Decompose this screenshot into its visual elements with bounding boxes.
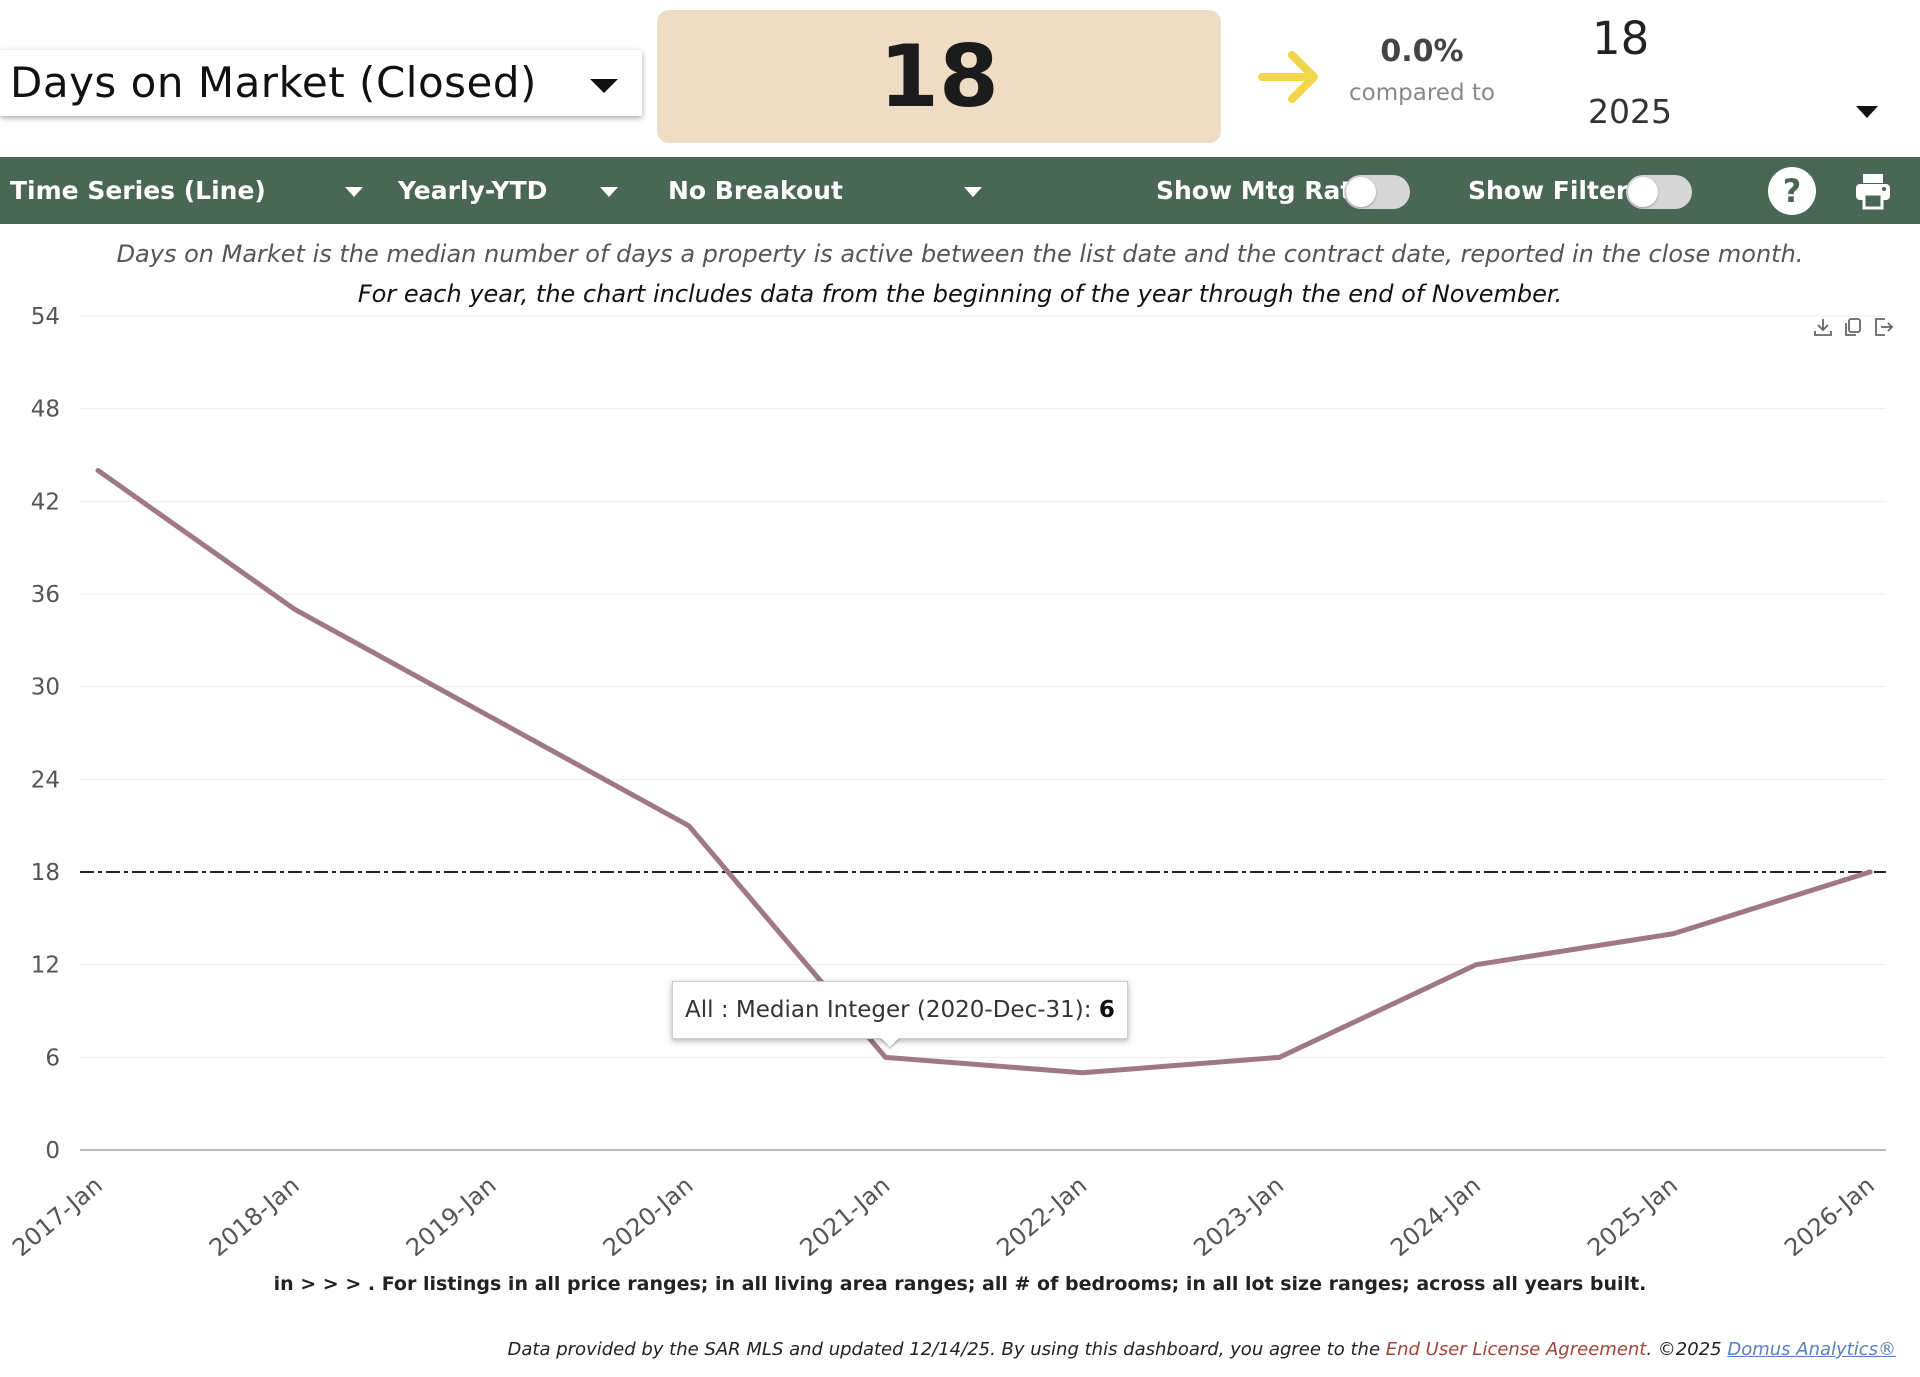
tooltip: All : Median Integer (2020-Dec-31): 6 bbox=[672, 981, 1128, 1039]
chart-type-select[interactable]: Time Series (Line) bbox=[10, 176, 266, 205]
breakout-select[interactable]: No Breakout bbox=[668, 176, 843, 205]
x-tick-label: 2021-Jan bbox=[795, 1171, 896, 1262]
x-tick-label: 2022-Jan bbox=[992, 1171, 1093, 1262]
y-axis: 0 6 12 18 24 30 36 42 48 54 bbox=[31, 304, 60, 1164]
arrow-right-icon bbox=[1258, 51, 1318, 103]
copy-icon[interactable] bbox=[1842, 316, 1864, 338]
filter-note: in > > > . For listings in all price ran… bbox=[273, 1273, 1647, 1295]
show-mtg-rate-label: Show Mtg Rate: bbox=[1156, 176, 1380, 205]
y-tick-label: 42 bbox=[31, 489, 60, 515]
tooltip-label: All : Median Integer (2020-Dec-31): bbox=[685, 997, 1099, 1023]
x-tick-label: 2019-Jan bbox=[401, 1171, 502, 1262]
chevron-down-icon[interactable] bbox=[964, 187, 982, 197]
y-tick-label: 12 bbox=[31, 953, 60, 979]
y-tick-label: 30 bbox=[31, 675, 60, 701]
data-point bbox=[1671, 931, 1676, 936]
tooltip-value: 6 bbox=[1098, 997, 1115, 1023]
chevron-down-icon[interactable] bbox=[600, 187, 618, 197]
eula-link[interactable]: End User License Agreement bbox=[1385, 1339, 1647, 1360]
change-percent: 0.0% bbox=[1380, 34, 1464, 69]
y-tick-label: 48 bbox=[31, 397, 60, 423]
y-tick-label: 36 bbox=[31, 582, 60, 608]
attribution-text: Data provided by the SAR MLS and updated… bbox=[507, 1339, 1386, 1360]
data-point bbox=[686, 823, 691, 828]
chart-period-note: For each year, the chart includes data f… bbox=[357, 280, 1563, 308]
kpi-value-box: 18 bbox=[657, 10, 1221, 143]
compared-to-label: compared to bbox=[1349, 80, 1495, 106]
period-select[interactable]: Yearly-YTD bbox=[398, 176, 548, 205]
grid bbox=[80, 315, 1886, 1151]
domus-link[interactable]: Domus Analytics® bbox=[1727, 1339, 1896, 1360]
data-point bbox=[489, 715, 494, 720]
chart-description: Days on Market is the median number of d… bbox=[116, 240, 1804, 268]
compared-value: 18 bbox=[1592, 12, 1650, 65]
copyright-text: . ©2025 bbox=[1646, 1339, 1728, 1360]
data-point bbox=[883, 1055, 888, 1060]
data-point bbox=[1868, 870, 1872, 874]
metric-select[interactable]: Days on Market (Closed) bbox=[0, 50, 642, 116]
export-icon[interactable] bbox=[1872, 316, 1894, 338]
x-tick-label: 2023-Jan bbox=[1188, 1171, 1289, 1262]
data-point bbox=[1277, 1055, 1282, 1060]
chevron-down-icon[interactable] bbox=[345, 187, 363, 197]
x-tick-label: 2026-Jan bbox=[1779, 1171, 1880, 1262]
data-point bbox=[96, 468, 100, 473]
y-tick-label: 24 bbox=[31, 767, 60, 793]
print-icon[interactable] bbox=[1854, 172, 1892, 210]
compared-year-select[interactable]: 2025 bbox=[1588, 92, 1672, 131]
metric-select-label: Days on Market (Closed) bbox=[10, 58, 537, 107]
toolbar: Time Series (Line) Yearly-YTD No Breakou… bbox=[0, 157, 1920, 224]
x-axis: 2017-Jan 2018-Jan 2019-Jan 2020-Jan 2021-Jan… bbox=[7, 1171, 1880, 1262]
show-filters-toggle[interactable] bbox=[1626, 175, 1692, 209]
y-tick-label: 0 bbox=[45, 1138, 60, 1164]
data-point bbox=[292, 607, 297, 612]
chevron-down-icon[interactable] bbox=[590, 79, 618, 93]
x-tick-label: 2018-Jan bbox=[204, 1171, 305, 1262]
chevron-down-icon[interactable] bbox=[1856, 106, 1878, 118]
help-button[interactable]: ? bbox=[1768, 167, 1816, 215]
x-tick-label: 2020-Jan bbox=[598, 1171, 699, 1262]
y-tick-label: 6 bbox=[45, 1045, 60, 1071]
show-mtg-rate-toggle[interactable] bbox=[1344, 175, 1410, 209]
y-tick-label: 54 bbox=[31, 304, 60, 330]
tooltip-tail bbox=[880, 1037, 900, 1047]
show-filters-label: Show Filters: bbox=[1468, 176, 1654, 205]
y-tick-label: 18 bbox=[31, 860, 60, 886]
line-chart: 0 6 12 18 24 30 36 42 48 54 2017-Jan 2018-Jan 2019-… bbox=[7, 304, 1886, 1262]
attribution: Data provided by the SAR MLS and updated… bbox=[508, 1339, 1896, 1360]
series-line bbox=[95, 467, 1873, 1076]
x-tick-label: 2024-Jan bbox=[1385, 1171, 1486, 1262]
series bbox=[95, 467, 1873, 1076]
data-point bbox=[1080, 1070, 1085, 1075]
x-tick-label: 2025-Jan bbox=[1582, 1171, 1683, 1262]
data-point bbox=[1474, 962, 1479, 967]
download-icon[interactable] bbox=[1812, 316, 1834, 338]
kpi-value: 18 bbox=[879, 26, 999, 127]
x-tick-label: 2017-Jan bbox=[7, 1171, 108, 1262]
